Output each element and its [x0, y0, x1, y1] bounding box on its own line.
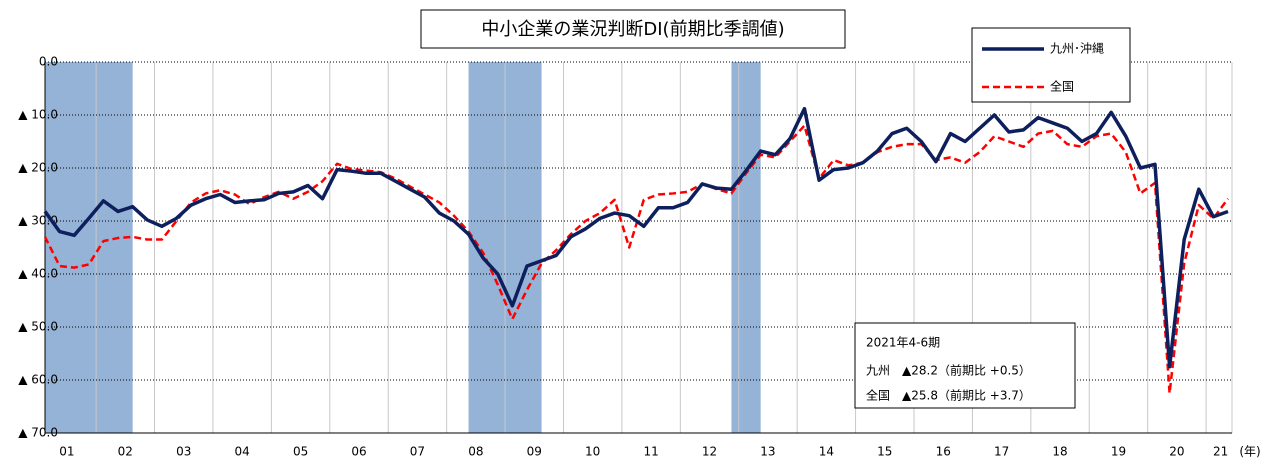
legend-box — [971, 27, 1131, 103]
annotation-line: 全国 ▲25.8（前期比 +3.7） — [866, 388, 1031, 403]
x-tick-label: 01 — [59, 445, 74, 459]
x-tick-label: 11 — [643, 445, 658, 459]
x-tick-label: 12 — [702, 445, 717, 459]
x-tick-label: 17 — [994, 445, 1009, 459]
x-tick-label: 21 — [1213, 445, 1228, 459]
x-tick-label: 19 — [1111, 445, 1126, 459]
x-tick-label: 10 — [585, 445, 600, 459]
series-line — [43, 124, 1230, 395]
annotation-box — [854, 322, 1076, 409]
x-tick-label: 03 — [176, 445, 191, 459]
annotation-line: 九州 ▲28.2（前期比 +0.5） — [866, 363, 1031, 378]
shaded-period — [45, 62, 133, 433]
x-tick-label: 04 — [235, 445, 250, 459]
x-tick-label: 20 — [1169, 445, 1184, 459]
y-tick-label: ▲ 60.0 — [18, 373, 58, 387]
x-tick-label: 14 — [819, 445, 834, 459]
y-tick-label: ▲ 50.0 — [18, 320, 58, 334]
x-axis-label: (年) — [1239, 445, 1260, 459]
title-box — [420, 9, 846, 49]
y-tick-label: ▲ 10.0 — [18, 108, 58, 122]
x-tick-label: 05 — [293, 445, 308, 459]
y-tick-label: ▲ 40.0 — [18, 267, 58, 281]
x-tick-label: 15 — [877, 445, 892, 459]
x-tick-label: 18 — [1052, 445, 1067, 459]
x-tick-label: 02 — [118, 445, 133, 459]
annotation-title: 2021年4-6期 — [866, 336, 940, 350]
y-tick-label: ▲ 20.0 — [18, 161, 58, 175]
x-tick-label: 07 — [410, 445, 425, 459]
shaded-period — [731, 62, 761, 433]
chart-title: 中小企業の業況判断DI(前期比季調値) — [481, 19, 784, 40]
x-tick-label: 09 — [527, 445, 542, 459]
legend-label: 九州･沖縄 — [1050, 41, 1104, 56]
x-tick-label: 08 — [468, 445, 483, 459]
y-tick-label: ▲ 70.0 — [18, 426, 58, 440]
x-tick-label: 06 — [351, 445, 366, 459]
x-tick-label: 16 — [936, 445, 951, 459]
series-line — [43, 106, 1229, 369]
x-tick-label: 13 — [760, 445, 775, 459]
legend-label: 全国 — [1050, 79, 1074, 94]
